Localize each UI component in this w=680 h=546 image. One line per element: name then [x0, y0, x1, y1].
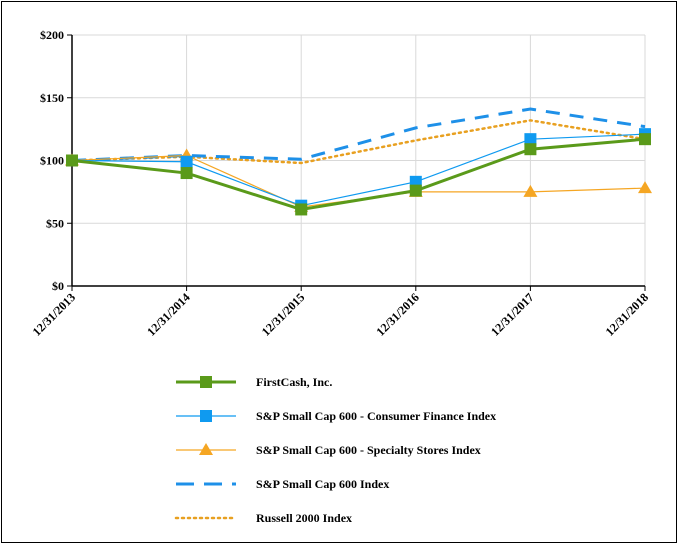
data-point — [409, 184, 422, 197]
data-point — [180, 155, 193, 168]
legend-item: FirstCash, Inc. — [176, 375, 332, 389]
legend-item: Russell 2000 Index — [174, 511, 352, 525]
series-line — [70, 119, 647, 165]
legend-label: S&P Small Cap 600 - Specialty Stores Ind… — [256, 443, 481, 457]
x-tick-label: 12/31/2015 — [259, 290, 308, 339]
y-tick-label: $0 — [52, 279, 64, 293]
x-tick-label: 12/31/2014 — [144, 290, 193, 339]
legend-marker — [199, 443, 213, 455]
data-point — [295, 203, 308, 216]
x-tick-label: 12/31/2013 — [30, 290, 79, 339]
data-point — [523, 184, 538, 197]
legend-label: S&P Small Cap 600 - Consumer Finance Ind… — [256, 409, 496, 423]
legend-label: Russell 2000 Index — [256, 511, 352, 525]
y-tick-label: $50 — [46, 216, 64, 230]
series-0 — [66, 133, 651, 216]
data-point — [639, 133, 651, 146]
x-tick-label: 12/31/2018 — [603, 290, 652, 339]
data-point — [524, 133, 537, 146]
legend-label: FirstCash, Inc. — [256, 375, 332, 389]
series-line — [71, 133, 646, 207]
series-line — [71, 107, 646, 162]
series-line — [71, 137, 646, 211]
x-tick-label: 12/31/2017 — [488, 290, 537, 339]
series-3 — [71, 107, 646, 162]
data-point — [638, 181, 652, 194]
legend-marker — [200, 410, 212, 422]
legend-marker — [200, 376, 212, 388]
y-tick-label: $100 — [40, 154, 64, 168]
legend-item: S&P Small Cap 600 - Specialty Stores Ind… — [176, 443, 481, 457]
x-tick-label: 12/31/2016 — [373, 290, 422, 339]
legend-item: S&P Small Cap 600 Index — [176, 477, 389, 491]
y-tick-label: $200 — [40, 28, 64, 42]
data-point — [180, 167, 193, 180]
data-point — [524, 143, 537, 156]
y-tick-label: $150 — [40, 91, 64, 105]
series-4 — [70, 119, 647, 165]
data-point — [66, 154, 78, 167]
legend-label: S&P Small Cap 600 Index — [256, 477, 389, 491]
legend-item: S&P Small Cap 600 - Consumer Finance Ind… — [176, 409, 496, 423]
